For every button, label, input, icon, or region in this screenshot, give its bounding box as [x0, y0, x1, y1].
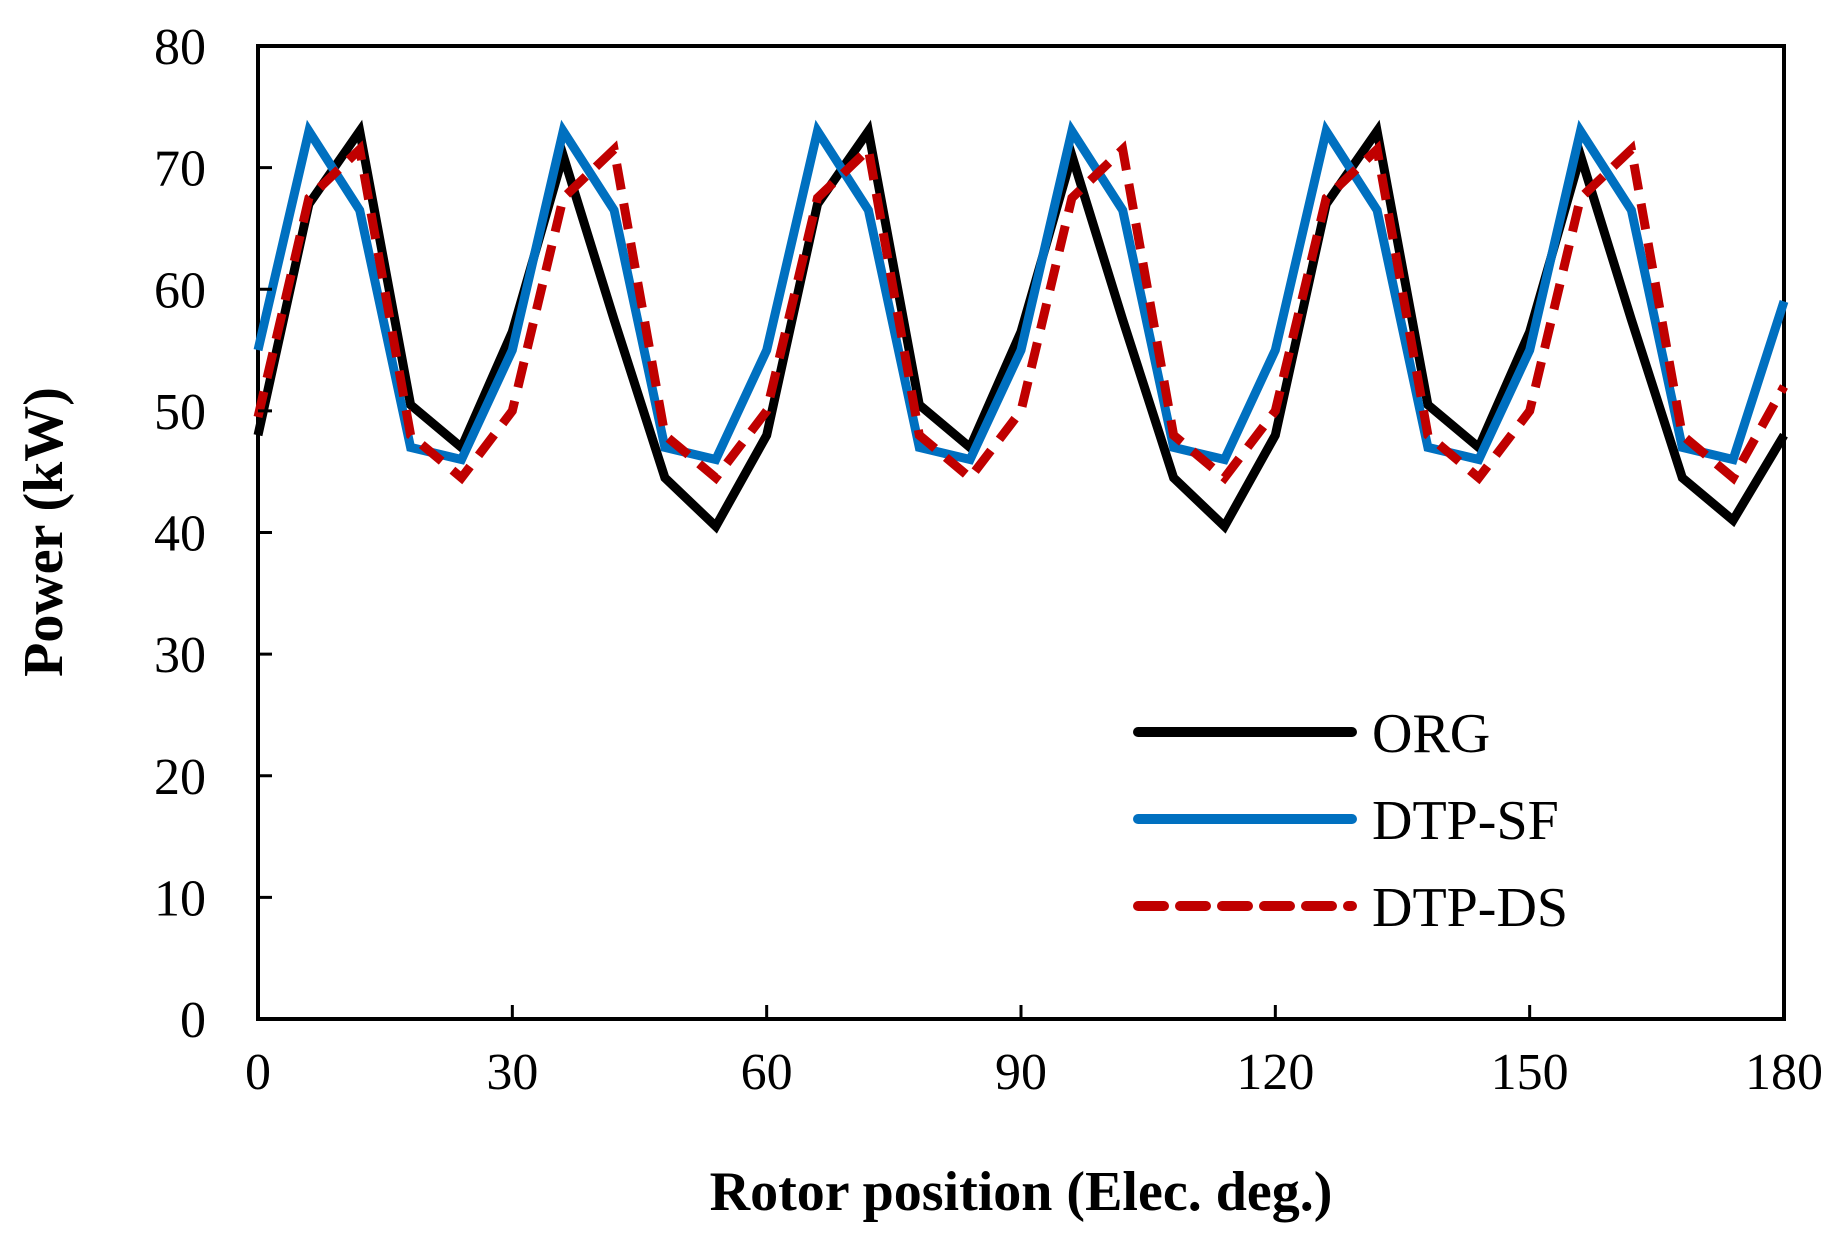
y-tick-label: 60: [154, 262, 206, 319]
plot-area: [256, 44, 1786, 1021]
y-tick-label: 40: [154, 506, 206, 563]
x-tick-label: 90: [995, 1044, 1047, 1101]
series-line-dtp-sf: [253, 119, 1789, 465]
y-tick-label: 80: [154, 19, 206, 76]
series-line-dtp-ds: [253, 140, 1788, 485]
legend: ORG DTP-SF DTP-DS: [1133, 703, 1568, 939]
y-tick-label: 70: [154, 141, 206, 198]
x-axis-title: Rotor position (Elec. deg.): [710, 1161, 1333, 1223]
y-axis-title: Power (kW): [13, 387, 75, 677]
x-tick-label: 30: [486, 1044, 538, 1101]
legend-label-dtp-sf: DTP-SF: [1372, 790, 1559, 852]
x-tick-label: 150: [1491, 1044, 1569, 1101]
legend-label-dtp-ds: DTP-DS: [1372, 877, 1568, 939]
y-tick-label: 50: [154, 384, 206, 441]
x-tick-label: 0: [245, 1044, 271, 1101]
tick-layer: 0 30 60 90 120 150 180 0 10 20 30 40 50 60 70 80: [154, 19, 1823, 1101]
legend-label-org: ORG: [1372, 703, 1490, 765]
y-tick-label: 20: [154, 749, 206, 806]
x-tick-label: 180: [1745, 1044, 1823, 1101]
y-tick-label: 30: [154, 627, 206, 684]
x-tick-label: 60: [741, 1044, 793, 1101]
x-tick-label: 120: [1236, 1044, 1314, 1101]
series-layer: [253, 119, 1789, 534]
y-tick-label: 10: [154, 870, 206, 927]
y-tick-label: 0: [180, 992, 206, 1049]
